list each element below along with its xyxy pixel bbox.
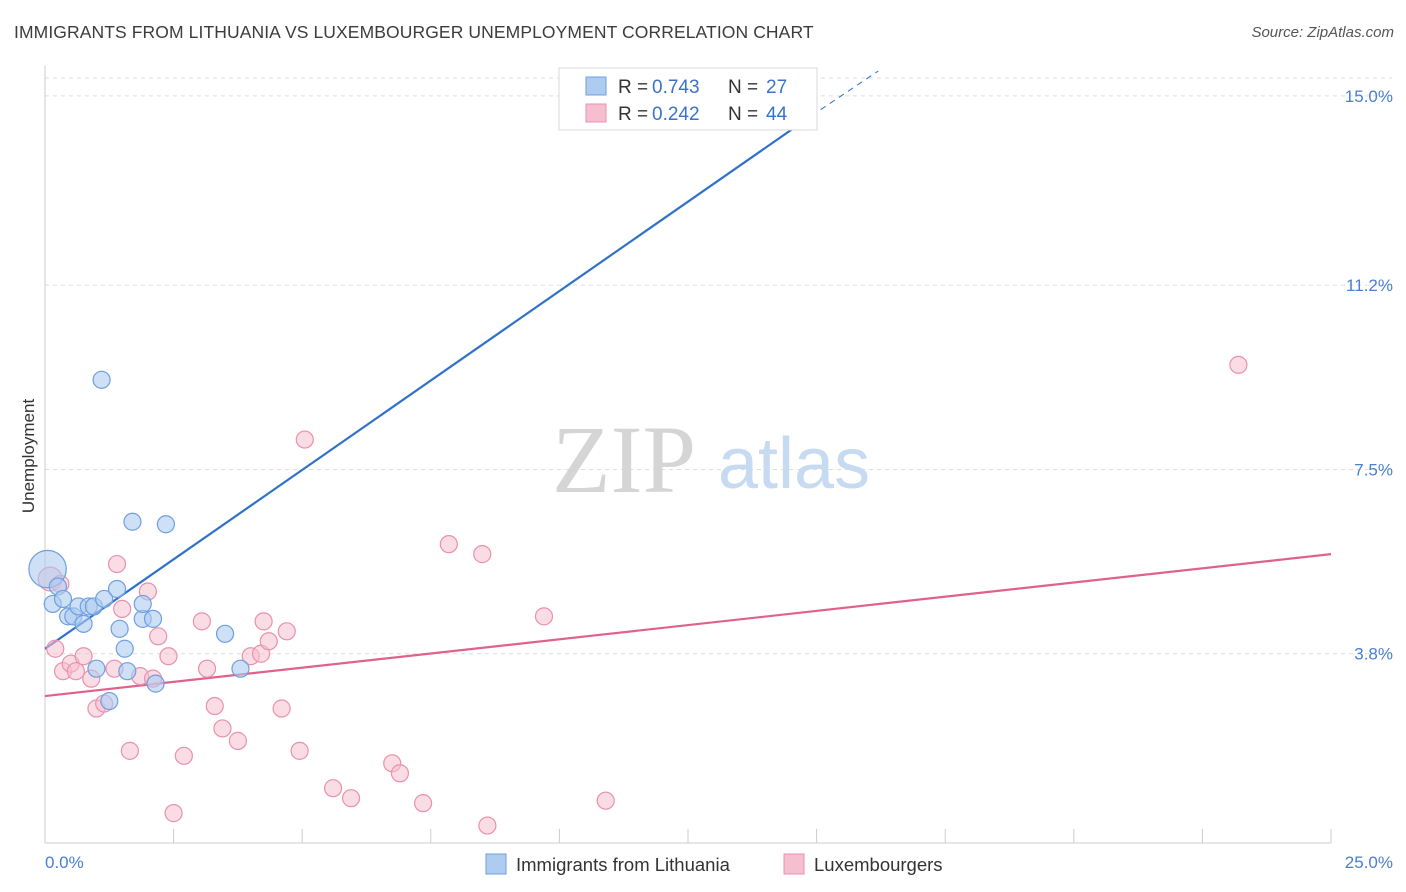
point-luxembourgers — [205, 696, 224, 716]
legend-n-label-2: N = — [728, 104, 758, 125]
watermark: ZIP atlas — [552, 406, 870, 513]
point-lithuania — [110, 619, 129, 638]
y-tick-label: 7.5% — [1354, 460, 1393, 479]
y-axis-label: Unemployment — [19, 399, 38, 514]
point-luxembourgers — [46, 639, 65, 658]
point-luxembourgers — [107, 554, 127, 574]
point-lithuania — [100, 691, 119, 711]
point-luxembourgers — [272, 699, 291, 718]
legend-r-label-1: R = — [618, 77, 648, 98]
point-luxembourgers — [341, 789, 361, 808]
y-tick-label: 3.8% — [1354, 645, 1393, 664]
point-luxembourgers — [413, 794, 433, 813]
stats-legend: R = 0.743 N = 27 R = 0.242 N = 44 — [558, 67, 818, 131]
point-lithuania — [107, 579, 127, 599]
x-tick-label: 25.0% — [1345, 853, 1393, 872]
point-luxembourgers — [1229, 355, 1248, 374]
legend-r-value-1: 0.743 — [652, 77, 700, 98]
point-luxembourgers — [74, 647, 93, 666]
watermark-zip: ZIP — [552, 406, 696, 513]
legend-r-label-2: R = — [618, 104, 648, 125]
point-luxembourgers — [478, 816, 497, 835]
series-label-luxembourgers: Luxembourgers — [814, 854, 943, 875]
point-luxembourgers — [192, 612, 211, 631]
point-lithuania — [115, 639, 134, 658]
point-luxembourgers — [295, 430, 314, 449]
point-lithuania — [92, 370, 111, 389]
point-luxembourgers — [290, 741, 309, 760]
tick-labels: 3.8% 7.5% 11.2% 15.0% 0.0% 25.0% — [45, 87, 1393, 872]
x-tick-label: 0.0% — [45, 853, 84, 872]
source-label: Source: ZipAtlas.com — [1251, 24, 1394, 41]
legend-r-value-2: 0.242 — [652, 104, 700, 125]
point-luxembourgers — [323, 779, 343, 798]
point-lithuania — [231, 659, 250, 678]
point-luxembourgers — [439, 535, 458, 554]
legend-n-label-1: N = — [728, 77, 758, 98]
point-luxembourgers — [596, 791, 615, 810]
series-swatch-luxembourgers — [783, 853, 805, 875]
point-luxembourgers — [254, 612, 273, 631]
point-luxembourgers — [120, 741, 139, 760]
point-luxembourgers — [259, 632, 278, 651]
point-lithuania — [53, 589, 73, 609]
point-luxembourgers — [473, 545, 492, 564]
point-luxembourgers — [213, 719, 232, 738]
point-lithuania — [87, 659, 106, 678]
point-luxembourgers — [197, 659, 217, 678]
legend-swatch-blue — [585, 76, 607, 96]
point-luxembourgers — [390, 764, 410, 783]
point-lithuania — [156, 515, 175, 534]
series-swatch-lithuania — [485, 853, 507, 875]
legend-swatch-pink — [585, 103, 607, 123]
point-lithuania — [118, 662, 137, 681]
data-points — [28, 355, 1248, 835]
point-lithuania — [123, 512, 142, 531]
point-lithuania — [74, 614, 93, 633]
point-luxembourgers — [113, 599, 132, 619]
point-lithuania — [133, 594, 152, 614]
point-lithuania — [143, 609, 163, 628]
trend-line-lithuania-extension — [811, 70, 879, 117]
point-luxembourgers — [174, 746, 193, 765]
point-luxembourgers — [159, 647, 178, 666]
trend-line-luxembourgers — [44, 553, 1332, 698]
chart-title: IMMIGRANTS FROM LITHUANIA VS LUXEMBOURGE… — [14, 22, 814, 42]
point-luxembourgers — [228, 731, 247, 750]
point-lithuania — [215, 624, 235, 643]
point-lithuania — [95, 589, 114, 609]
point-luxembourgers — [277, 622, 296, 641]
watermark-atlas: atlas — [718, 424, 870, 504]
point-luxembourgers — [534, 607, 554, 626]
axes — [44, 66, 1332, 844]
legend-n-value-1: 27 — [766, 77, 787, 98]
series-legend: Immigrants from Lithuania Luxembourgers — [485, 853, 943, 875]
point-lithuania — [146, 674, 165, 693]
trend-line-lithuania — [44, 114, 813, 650]
trend-lines — [44, 70, 1332, 698]
y-tick-label: 11.2% — [1346, 276, 1393, 295]
y-tick-label: 15.0% — [1345, 87, 1393, 106]
series-label-lithuania: Immigrants from Lithuania — [516, 854, 731, 875]
point-luxembourgers — [149, 627, 168, 646]
point-luxembourgers — [164, 804, 183, 823]
legend-n-value-2: 44 — [766, 104, 788, 125]
point-luxembourgers — [66, 662, 85, 681]
grid-lines — [45, 77, 1392, 655]
